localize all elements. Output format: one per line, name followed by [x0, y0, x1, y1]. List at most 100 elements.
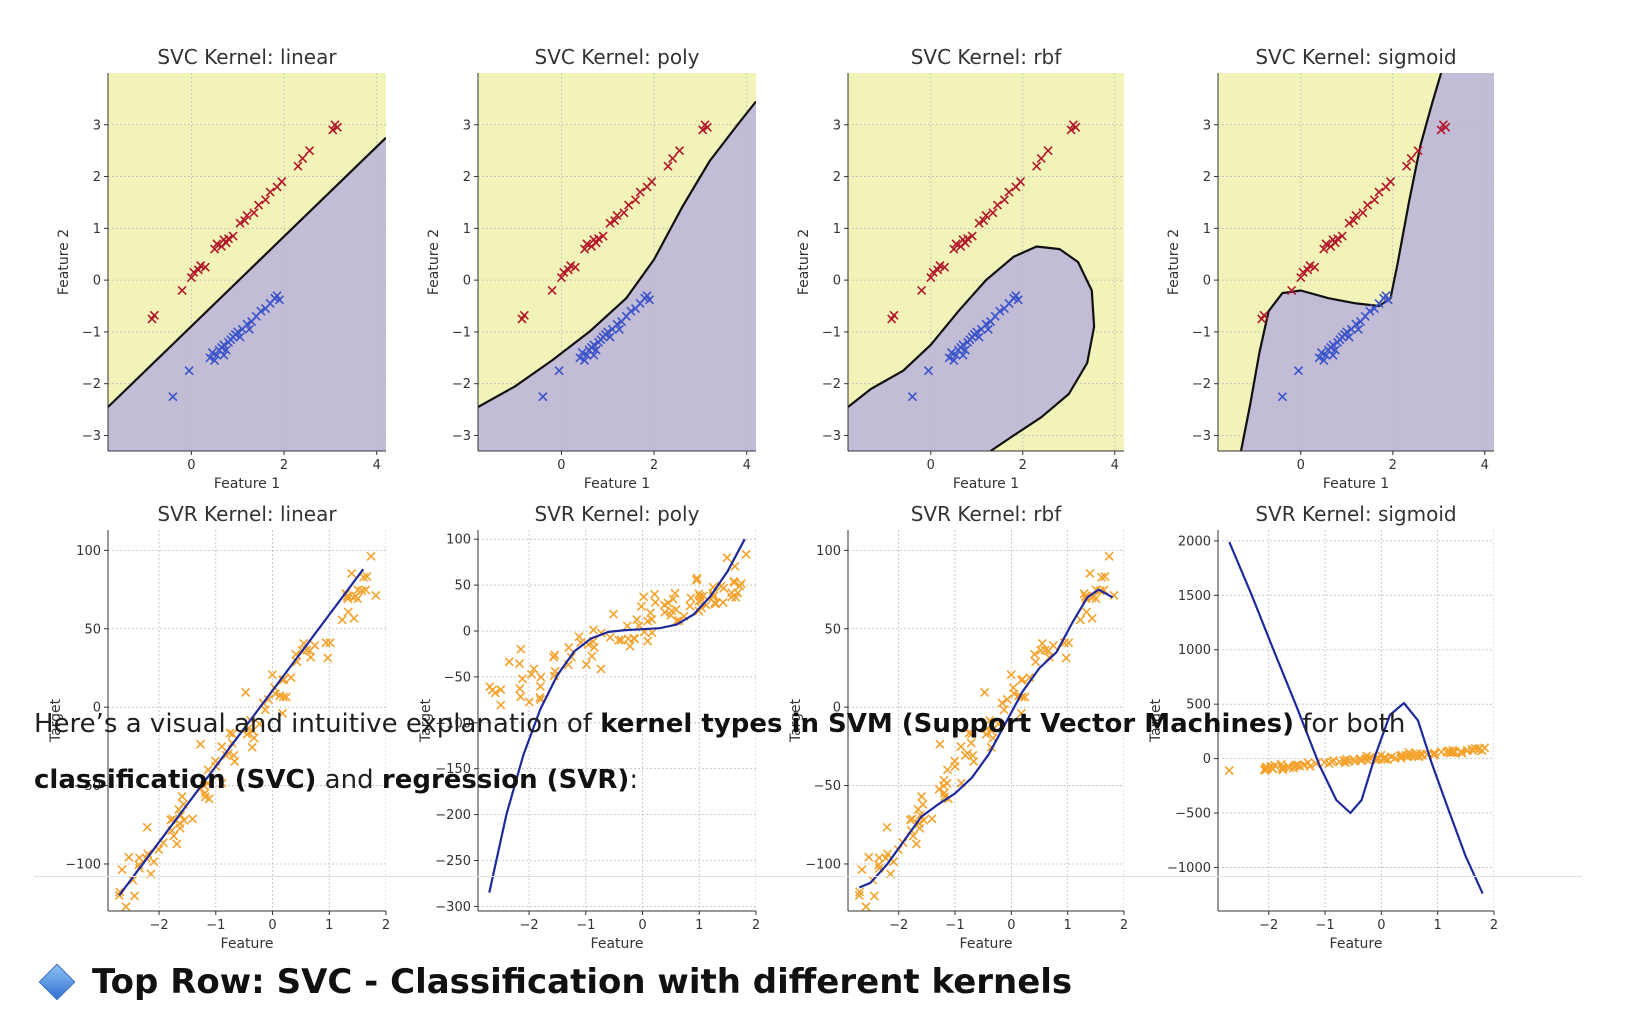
data-point-class-blue — [219, 350, 229, 360]
data-point-class-blue — [1342, 327, 1352, 337]
section-heading-text: Top Row: SVC - Classification with diffe… — [92, 962, 1073, 1002]
x-tick-label: 2 — [280, 458, 288, 473]
y-tick-label: −3 — [452, 429, 471, 444]
data-point — [1025, 673, 1035, 683]
x-tick-label: 0 — [1007, 918, 1015, 933]
data-point — [325, 638, 335, 648]
data-point — [204, 794, 214, 804]
data-point-class-blue — [960, 345, 970, 355]
data-point — [722, 553, 732, 563]
data-point — [625, 641, 635, 651]
data-point-class-blue — [1383, 295, 1393, 305]
chart-panel-0: 0 2 4 −3 −2 −1 0 1 2 3 SVC Kernel: linear Feature 1… — [56, 45, 386, 492]
data-point — [187, 814, 198, 824]
data-point-class-red — [979, 216, 989, 226]
x-tick-label: −1 — [1315, 918, 1334, 933]
data-point — [1097, 572, 1107, 582]
x-tick-label: −2 — [1259, 918, 1278, 933]
data-point — [1376, 750, 1386, 760]
data-point-class-red — [242, 210, 252, 220]
data-point — [935, 739, 945, 749]
x-tick-label: −2 — [149, 918, 168, 933]
x-tick-label: −2 — [519, 918, 538, 933]
data-point — [855, 887, 865, 897]
data-point-class-blue — [1344, 332, 1354, 342]
x-tick-label: 2 — [382, 918, 390, 933]
data-point-class-red — [663, 161, 673, 171]
plot-area — [478, 73, 756, 451]
data-point-class-red — [1385, 177, 1396, 187]
data-point — [956, 741, 966, 752]
data-point-class-blue — [244, 324, 254, 334]
data-point-class-blue — [168, 392, 178, 402]
data-point — [864, 852, 874, 862]
y-axis-label: Target — [48, 698, 64, 743]
data-point — [371, 590, 381, 600]
data-point-class-blue — [1351, 319, 1361, 329]
data-point-class-blue — [1328, 350, 1338, 360]
data-point — [1429, 750, 1439, 760]
data-point-class-red — [1036, 153, 1046, 164]
x-tick-label: 4 — [743, 458, 751, 473]
data-point — [134, 853, 144, 863]
data-point — [242, 729, 252, 739]
data-point — [942, 778, 952, 788]
data-point — [695, 591, 705, 601]
data-point — [1075, 615, 1086, 625]
data-point — [942, 765, 953, 775]
data-point — [260, 705, 270, 715]
data-point-class-red — [1319, 244, 1329, 254]
data-point — [960, 750, 970, 760]
x-axis-label: Feature — [591, 936, 644, 952]
data-point-class-red — [228, 231, 238, 241]
data-point — [674, 615, 684, 626]
y-axis-label: Feature 2 — [796, 229, 812, 295]
data-point — [358, 572, 369, 582]
data-point — [263, 694, 273, 705]
data-point-class-red — [1287, 285, 1297, 296]
x-tick-label: 2 — [1120, 918, 1128, 933]
data-point — [1006, 670, 1016, 680]
region-class-bottom — [108, 137, 386, 451]
data-point — [267, 670, 277, 680]
data-point — [496, 700, 506, 710]
data-point-class-blue — [207, 348, 217, 358]
data-point-class-red — [570, 262, 580, 272]
intro-bold-regression: regression (SVR) — [381, 765, 630, 795]
y-tick-label: −500 — [1175, 807, 1211, 822]
y-axis-label: Target — [1148, 698, 1164, 743]
data-point — [660, 607, 670, 617]
plot-area — [848, 73, 1124, 451]
data-point — [913, 804, 923, 815]
data-point — [337, 615, 347, 625]
data-point-class-red — [624, 200, 634, 210]
blue-diamond-icon — [38, 963, 76, 1001]
y-tick-label: 3 — [93, 118, 101, 133]
data-point-class-blue — [219, 340, 229, 350]
data-point-class-red — [519, 310, 529, 320]
y-tick-label: 50 — [824, 622, 841, 637]
data-point — [1293, 760, 1303, 770]
plot-area — [1218, 530, 1494, 911]
x-tick-label: −1 — [945, 918, 964, 933]
data-point — [1410, 751, 1420, 761]
data-point-class-blue — [944, 353, 954, 363]
data-point-class-blue — [907, 392, 917, 402]
data-point — [907, 814, 917, 824]
x-tick-label: 1 — [1064, 918, 1072, 933]
data-point — [248, 726, 258, 736]
data-point — [1029, 649, 1040, 659]
data-point-class-red — [963, 234, 973, 244]
data-point-class-red — [1406, 153, 1416, 164]
section-heading: Top Row: SVC - Classification with diffe… — [38, 962, 1072, 1002]
y-tick-label: 1 — [1203, 222, 1211, 237]
y-tick-label: 0 — [1203, 752, 1211, 767]
data-point — [535, 681, 546, 691]
data-point-class-blue — [233, 327, 243, 337]
data-point — [305, 646, 315, 656]
data-point — [1277, 762, 1287, 772]
y-tick-label: 0 — [463, 624, 471, 639]
data-point — [1363, 756, 1373, 766]
data-point-class-red — [619, 208, 629, 218]
